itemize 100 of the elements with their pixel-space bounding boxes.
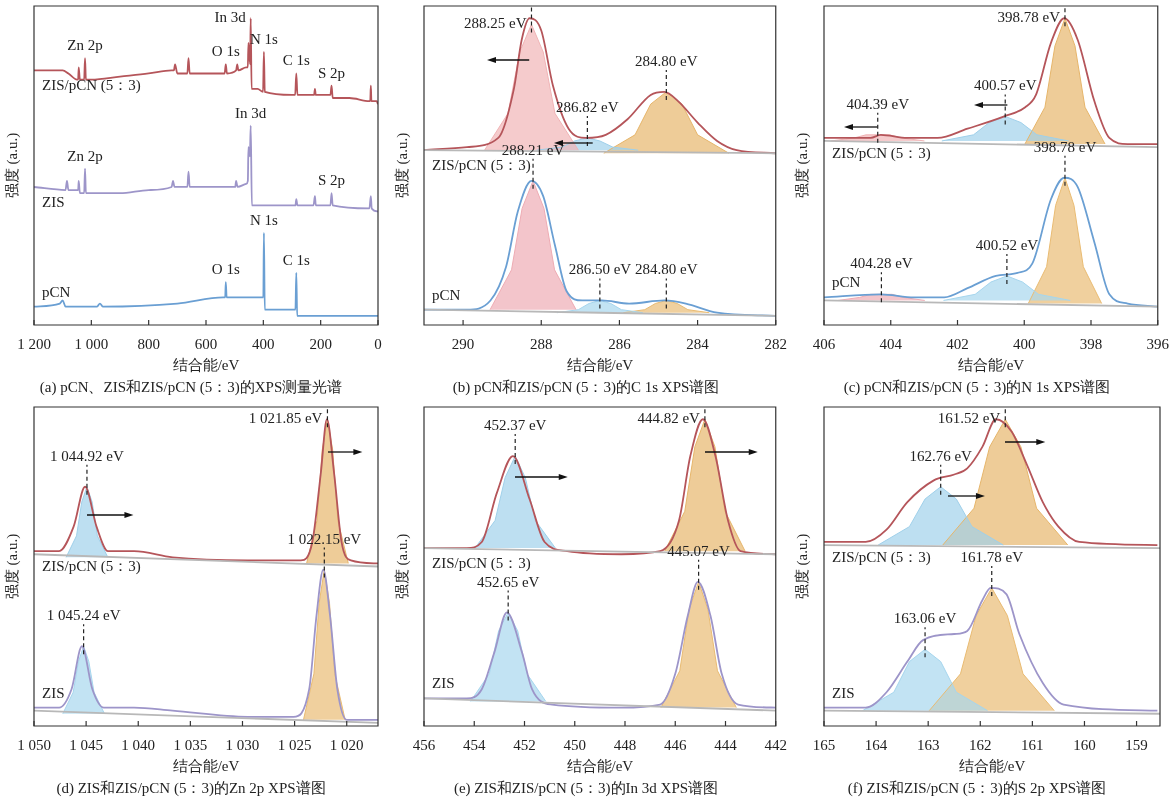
x-tick-label: 454: [463, 736, 486, 753]
y-axis-title: 强度 (a.u.): [3, 533, 21, 600]
annotation: 452.65 eV: [476, 573, 540, 590]
x-tick-label: 200: [309, 335, 332, 352]
x-axis-title: 结合能/eV: [172, 356, 240, 373]
annotation: 1 021.85 eV: [248, 410, 323, 427]
annotation: 163.06 eV: [893, 610, 957, 627]
x-tick-label: 286: [608, 335, 632, 352]
annotation: 288.21 eV: [501, 141, 565, 158]
x-tick-label: 284: [686, 335, 710, 352]
x-tick-label: 402: [946, 335, 969, 352]
text: (f) ZIS和ZIS/pCN (5：3)的S 2p XPS谱图: [847, 779, 1107, 797]
x-tick-label: 450: [563, 736, 586, 753]
x-axis-title: 结合能/eV: [958, 757, 1026, 774]
annotation: O 1s: [211, 261, 240, 278]
annotation: 1 045.24 eV: [46, 607, 121, 624]
annotation: 445.07 eV: [667, 542, 731, 559]
series-label: ZIS/pCN (5：3): [832, 548, 931, 566]
annotation: 444.82 eV: [637, 410, 701, 427]
text: (a) pCN、ZIS和ZIS/pCN (5：3)的XPS测量光谱: [39, 378, 343, 396]
x-tick-label: 1 000: [74, 335, 109, 352]
annotation: In 3d: [235, 104, 267, 121]
x-tick-label: 400: [1013, 335, 1036, 352]
series-label: ZIS/pCN (5：3): [42, 77, 141, 95]
annotation: 284.80 eV: [635, 261, 698, 278]
x-tick-label: 1 045: [69, 736, 103, 753]
annotation: 288.25 eV: [463, 15, 527, 32]
x-tick-label: 1 200: [17, 335, 51, 352]
annotation: 400.57 eV: [973, 77, 1037, 94]
annotation: 398.78 eV: [997, 9, 1061, 26]
x-tick-label: 1 020: [329, 736, 364, 753]
annotation: S 2p: [318, 64, 346, 81]
text: (b) pCN和ZIS/pCN (5：3)的C 1s XPS谱图: [452, 378, 720, 396]
annotation: 404.39 eV: [846, 95, 910, 112]
annotation: N 1s: [249, 211, 279, 228]
x-tick-label: 165: [812, 736, 836, 753]
x-axis-title: 结合能/eV: [957, 356, 1025, 373]
x-tick-label: 400: [252, 335, 275, 352]
x-tick-label: 290: [451, 335, 475, 352]
series-label: ZIS/pCN (5：3): [432, 555, 531, 573]
x-tick-label: 1 050: [17, 736, 51, 753]
y-axis-title: 强度 (a.u.): [793, 132, 811, 199]
text: (e) ZIS和ZIS/pCN (5：3)的In 3d XPS谱图: [453, 779, 719, 797]
x-axis-title: 结合能/eV: [566, 356, 634, 373]
x-tick-label: 161: [1021, 736, 1044, 753]
series-label: ZIS: [42, 193, 65, 210]
series-label: ZIS: [42, 684, 65, 701]
y-axis-title: 强度 (a.u.): [3, 132, 21, 199]
annotation: Zn 2p: [67, 147, 103, 164]
x-tick-label: 282: [764, 335, 787, 352]
series-label: ZIS/pCN (5：3): [832, 144, 931, 162]
x-tick-label: 0: [374, 335, 382, 352]
annotation: S 2p: [318, 172, 346, 189]
annotation: 286.50 eV: [568, 261, 632, 278]
x-tick-label: 1 025: [277, 736, 312, 753]
annotation: C 1s: [282, 52, 311, 69]
annotation: In 3d: [214, 9, 247, 26]
series-label: ZIS/pCN (5：3): [42, 558, 141, 576]
x-tick-label: 1 035: [173, 736, 208, 753]
annotation: 452.37 eV: [483, 417, 547, 434]
x-tick-label: 1 040: [121, 736, 156, 753]
y-axis-title: 强度 (a.u.): [393, 533, 411, 600]
series-label: ZIS: [432, 675, 455, 692]
y-axis-title: 强度 (a.u.): [393, 132, 411, 199]
series-label: pCN: [432, 286, 461, 303]
x-tick-label: 600: [194, 335, 218, 352]
x-tick-label: 456: [412, 736, 436, 753]
annotation: 161.78 eV: [960, 548, 1024, 565]
x-axis-title: 结合能/eV: [172, 757, 240, 774]
series-label: pCN: [42, 283, 71, 300]
x-tick-label: 442: [764, 736, 787, 753]
annotation: 284.80 eV: [635, 52, 698, 69]
x-tick-label: 448: [613, 736, 637, 753]
series-label: pCN: [832, 274, 861, 291]
text: (c) pCN和ZIS/pCN (5：3)的N 1s XPS谱图: [843, 378, 1111, 396]
x-tick-label: 444: [714, 736, 738, 753]
series-label: ZIS: [832, 684, 855, 701]
annotation: 1 044.92 eV: [50, 447, 124, 464]
text: (d) ZIS和ZIS/pCN (5：3)的Zn 2p XPS谱图: [56, 779, 326, 797]
x-tick-label: 800: [137, 335, 160, 352]
x-axis-title: 结合能/eV: [566, 757, 634, 774]
x-tick-label: 1 030: [225, 736, 260, 753]
annotation: O 1s: [211, 43, 240, 60]
annotation: Zn 2p: [67, 37, 103, 54]
annotation: 404.28 eV: [850, 255, 913, 272]
x-tick-label: 288: [530, 335, 553, 352]
annotation: 162.76 eV: [909, 447, 973, 464]
x-tick-label: 160: [1073, 736, 1096, 753]
x-tick-label: 404: [879, 335, 903, 352]
x-tick-label: 398: [1079, 335, 1103, 352]
x-tick-label: 396: [1146, 335, 1170, 352]
x-tick-label: 162: [969, 736, 992, 753]
series-label: ZIS/pCN (5：3): [432, 157, 531, 175]
y-axis-title: 强度 (a.u.): [793, 533, 811, 600]
annotation: 161.52 eV: [937, 410, 1001, 427]
annotation: 400.52 eV: [975, 236, 1039, 253]
x-tick-label: 452: [513, 736, 536, 753]
x-tick-label: 406: [812, 335, 836, 352]
x-tick-label: 164: [864, 736, 888, 753]
x-tick-label: 446: [664, 736, 687, 753]
